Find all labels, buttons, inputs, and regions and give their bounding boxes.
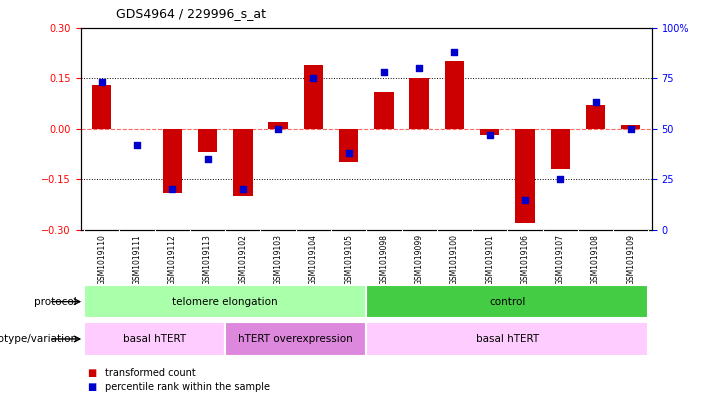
Bar [621,125,641,129]
Point [237,186,248,193]
Bar [367,322,648,356]
Text: GDS4964 / 229996_s_at: GDS4964 / 229996_s_at [116,7,266,20]
Bar [163,129,182,193]
Bar [550,129,570,169]
Text: GSM1019108: GSM1019108 [591,234,600,285]
Bar [586,105,605,129]
Point [414,65,425,71]
Text: GSM1019113: GSM1019113 [203,234,212,285]
Bar [374,92,393,129]
Point [554,176,566,182]
Text: basal hTERT: basal hTERT [123,334,186,344]
Point [308,75,319,81]
Text: GSM1019111: GSM1019111 [132,234,142,285]
Text: GSM1019107: GSM1019107 [556,234,565,285]
Bar [198,129,217,152]
Bar [480,129,499,136]
Bar [304,64,323,129]
Text: genotype/variation: genotype/variation [0,334,77,344]
Text: ■: ■ [88,382,97,392]
Text: hTERT overexpression: hTERT overexpression [238,334,353,344]
Point [202,156,213,162]
Text: telomere elongation: telomere elongation [172,297,278,307]
Bar [409,78,429,129]
Point [590,99,601,106]
Point [449,49,460,55]
Text: GSM1019106: GSM1019106 [520,234,529,285]
Text: protocol: protocol [34,297,77,307]
Point [167,186,178,193]
Bar [339,129,358,162]
Bar [233,129,252,196]
Text: GSM1019099: GSM1019099 [415,234,423,285]
Point [273,125,284,132]
Point [519,196,531,203]
Text: transformed count: transformed count [105,368,196,378]
Text: GSM1019098: GSM1019098 [379,234,388,285]
Point [379,69,390,75]
Bar [84,322,225,356]
Text: GSM1019109: GSM1019109 [626,234,635,285]
Text: GSM1019102: GSM1019102 [238,234,247,285]
Text: GSM1019110: GSM1019110 [97,234,107,285]
Text: ■: ■ [88,368,97,378]
Point [131,142,142,148]
Text: basal hTERT: basal hTERT [476,334,539,344]
Point [96,79,107,85]
Bar [268,122,288,129]
Bar [515,129,535,223]
Bar [84,285,367,318]
Text: GSM1019112: GSM1019112 [168,234,177,285]
Text: GSM1019105: GSM1019105 [344,234,353,285]
Point [484,132,496,138]
Text: GSM1019101: GSM1019101 [485,234,494,285]
Point [343,150,354,156]
Bar [225,322,367,356]
Bar [92,85,111,129]
Bar [444,61,464,129]
Bar [367,285,648,318]
Point [625,125,637,132]
Text: percentile rank within the sample: percentile rank within the sample [105,382,270,392]
Text: GSM1019100: GSM1019100 [450,234,459,285]
Text: GSM1019103: GSM1019103 [273,234,283,285]
Text: control: control [489,297,526,307]
Text: GSM1019104: GSM1019104 [309,234,318,285]
